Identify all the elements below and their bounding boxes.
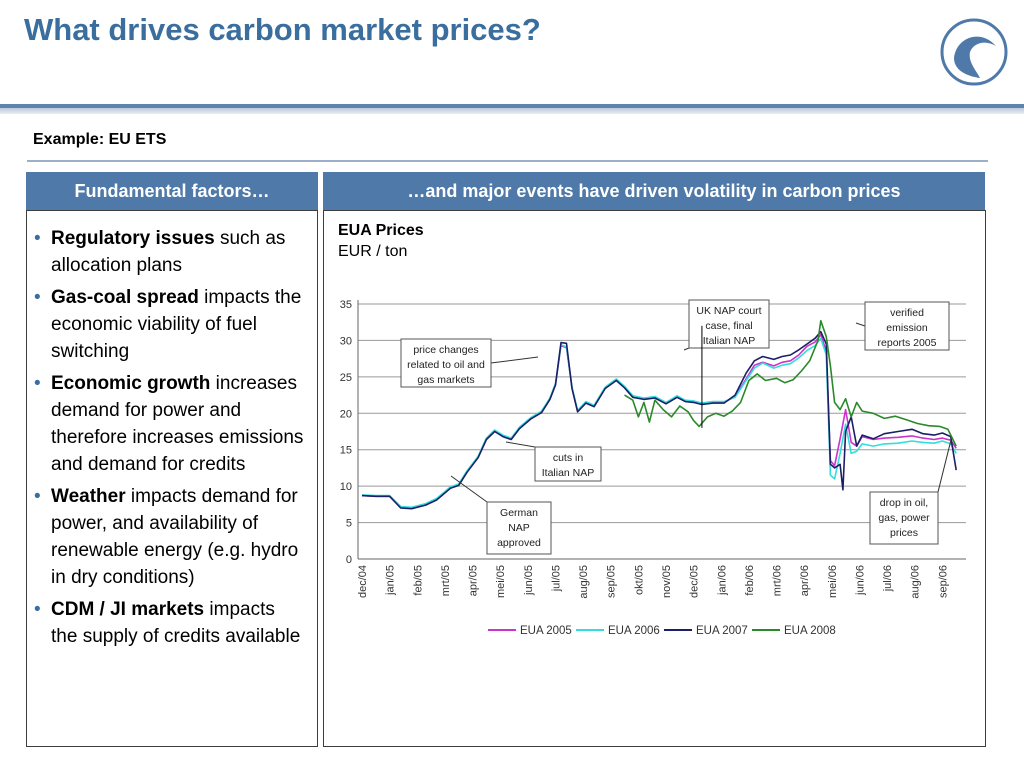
right-panel-header: …and major events have driven volatility…	[323, 172, 985, 210]
series-line-eua-2006	[361, 337, 957, 509]
subtitle-divider	[27, 160, 988, 162]
chart-unit-label: EUR / ton	[338, 243, 408, 260]
x-tick-label: mrt/05	[440, 565, 452, 596]
x-tick-label: apr/06	[799, 565, 811, 596]
x-tick-label: mrt/06	[772, 565, 784, 596]
left-panel: • Regulatory issues such as allocation pl…	[26, 210, 318, 747]
x-tick-label: sep/05	[606, 565, 618, 598]
list-item: • Weather impacts demand for power, and a…	[34, 483, 305, 591]
annotation-leader	[450, 475, 488, 503]
x-tick-label: jul/06	[882, 565, 894, 592]
annotation-text: related to oil and	[407, 359, 485, 371]
legend-label: EUA 2007	[696, 625, 748, 637]
annotation-text: drop in oil,	[880, 497, 928, 509]
annotation-text: case, final	[705, 320, 752, 332]
chart-title: EUA Prices	[338, 222, 424, 239]
factor-title: Gas-coal spread	[51, 287, 199, 308]
bullet-icon: •	[34, 599, 41, 620]
factor-text: impacts the supply of credits available	[51, 599, 301, 647]
annotation-box	[534, 446, 602, 482]
annotation-text: prices	[890, 527, 918, 539]
annotation-text: gas, power	[878, 512, 930, 524]
annotation-text: UK NAP court	[696, 305, 761, 317]
x-tick-label: jul/05	[550, 565, 562, 592]
factor-title: CDM / JI markets	[51, 599, 205, 620]
x-tick-label: jun/05	[523, 565, 535, 596]
x-tick-label: jun/06	[854, 565, 866, 596]
x-tick-label: feb/06	[744, 565, 756, 596]
annotation-leader	[505, 441, 536, 448]
factor-text: increases demand for power and therefore…	[51, 373, 304, 475]
left-panel-header: Fundamental factors…	[26, 172, 318, 210]
bullet-icon: •	[34, 287, 41, 308]
annotation-text: German	[500, 507, 538, 519]
x-tick-label: feb/05	[412, 565, 424, 596]
annotation-text: NAP	[508, 522, 530, 534]
x-tick-label: sep/06	[937, 565, 949, 598]
x-tick-label: nov/05	[661, 565, 673, 598]
list-item: • Gas-coal spread impacts the economic vi…	[34, 284, 305, 365]
x-tick-label: mei/06	[827, 565, 839, 598]
annotation-leader	[937, 439, 952, 493]
factor-title: Weather	[51, 486, 126, 507]
annotation-text: Italian NAP	[703, 335, 756, 347]
y-tick-label: 10	[340, 481, 352, 493]
annotation-text: approved	[497, 537, 541, 549]
x-tick-label: jan/05	[385, 565, 397, 596]
series-line-eua-2008	[624, 320, 957, 447]
factor-list: • Regulatory issues such as allocation pl…	[27, 211, 317, 650]
annotation-box	[486, 501, 552, 555]
y-tick-label: 5	[346, 518, 352, 530]
x-tick-label: apr/05	[468, 565, 480, 596]
series-line-eua-2007	[361, 330, 957, 510]
list-item: • CDM / JI markets impacts the supply of …	[34, 596, 305, 650]
factor-text: such as allocation plans	[51, 228, 286, 276]
factor-title: Economic growth	[51, 373, 211, 394]
annotation-leader	[490, 356, 539, 364]
annotation-box	[869, 491, 939, 545]
y-tick-label: 15	[340, 445, 352, 457]
x-tick-label: mei/05	[495, 565, 507, 598]
annotation-text: verified	[890, 307, 924, 319]
factor-text: impacts demand for power, and availabili…	[51, 486, 299, 588]
legend-label: EUA 2005	[520, 625, 572, 637]
annotation-text: price changes	[413, 344, 478, 356]
section-subtitle: Example: EU ETS	[33, 131, 167, 148]
x-tick-label: dec/05	[689, 565, 701, 598]
factor-text: impacts the economic viability of fuel s…	[51, 287, 302, 362]
y-tick-label: 25	[340, 372, 352, 384]
annotation-leader	[683, 347, 690, 351]
annotation-text: Italian NAP	[542, 467, 595, 479]
x-tick-label: jan/06	[716, 565, 728, 596]
bullet-icon: •	[34, 373, 41, 394]
legend-label: EUA 2008	[784, 625, 836, 637]
bullet-icon: •	[34, 486, 41, 507]
annotation-text: reports 2005	[878, 337, 937, 349]
header-rule-shadow	[0, 108, 1024, 114]
y-tick-label: 30	[340, 335, 352, 347]
company-logo-icon	[940, 18, 1008, 86]
list-item: • Regulatory issues such as allocation pl…	[34, 225, 305, 279]
annotation-leader	[855, 322, 866, 327]
y-tick-label: 35	[340, 299, 352, 311]
x-tick-label: aug/05	[578, 565, 590, 599]
legend-label: EUA 2006	[608, 625, 660, 637]
bullet-icon: •	[34, 228, 41, 249]
x-tick-label: aug/06	[910, 565, 922, 599]
annotation-text: cuts in	[553, 452, 584, 464]
factor-title: Regulatory issues	[51, 228, 215, 249]
annotation-box	[400, 338, 492, 388]
x-tick-label: dec/04	[357, 565, 369, 598]
y-tick-label: 0	[346, 554, 352, 566]
page-title: What drives carbon market prices?	[24, 12, 541, 47]
annotation-text: gas markets	[417, 374, 474, 386]
y-tick-label: 20	[340, 408, 352, 420]
list-item: • Economic growth increases demand for po…	[34, 370, 305, 478]
header-rule	[0, 104, 1024, 108]
right-panel	[323, 210, 986, 747]
annotation-text: emission	[886, 322, 928, 334]
eua-price-chart: 0 5 10 15 20 25 30 35 dec/04 jan/05 feb/05 mrt/05 ap…	[340, 299, 966, 637]
annotation-box	[864, 301, 950, 351]
x-tick-label: okt/05	[633, 565, 645, 595]
